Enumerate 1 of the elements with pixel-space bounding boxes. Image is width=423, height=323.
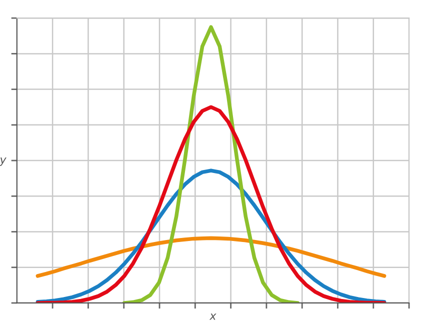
x-axis-title: x [209,314,216,320]
